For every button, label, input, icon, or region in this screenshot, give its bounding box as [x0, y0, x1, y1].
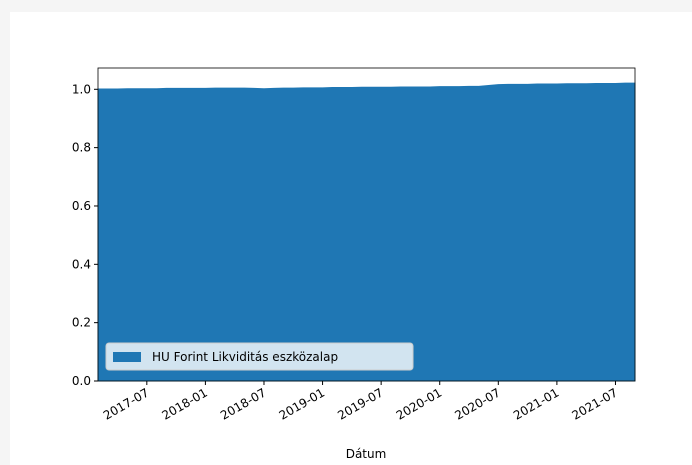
- y-tick-label: 0.6: [72, 199, 91, 213]
- area: [97, 82, 636, 382]
- legend-label: HU Forint Likviditás eszközalap: [152, 350, 338, 364]
- legend-swatch: [113, 352, 141, 362]
- legend-box: [105, 342, 414, 371]
- axes-frame: [97, 67, 636, 382]
- x-axis-label: Dátum: [346, 447, 387, 461]
- y-tick-label: 0.8: [72, 141, 91, 155]
- y-tick-label: 0.0: [72, 374, 91, 388]
- y-tick-label: 0.4: [72, 257, 91, 271]
- y-tick-label: 1.0: [72, 82, 91, 96]
- y-tick-label: 0.2: [72, 316, 91, 330]
